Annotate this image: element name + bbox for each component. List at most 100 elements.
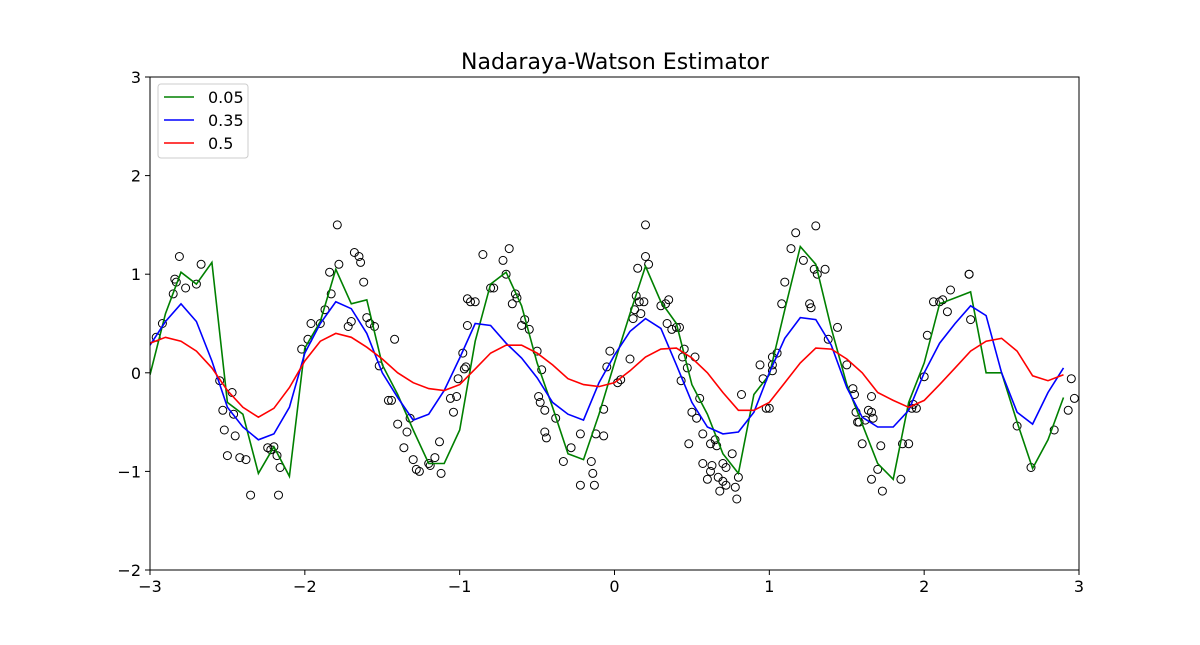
- data-point: [196, 259, 206, 269]
- data-point: [664, 295, 674, 305]
- x-tick-label: 0: [609, 577, 619, 596]
- data-point: [791, 228, 801, 238]
- data-point: [929, 297, 938, 307]
- data-point: [461, 362, 471, 372]
- data-point: [806, 303, 816, 313]
- data-point: [512, 293, 522, 303]
- data-point: [534, 392, 544, 401]
- data-point: [498, 255, 508, 265]
- data-point: [625, 354, 635, 364]
- data-point: [269, 442, 279, 452]
- data-point: [764, 403, 774, 413]
- data-point: [356, 257, 366, 267]
- data-point: [809, 264, 819, 274]
- data-point: [541, 433, 551, 443]
- data-point: [737, 390, 746, 399]
- data-point: [588, 468, 598, 478]
- data-point: [346, 317, 356, 326]
- data-point: [1063, 405, 1073, 415]
- data-point: [332, 220, 342, 230]
- data-point: [867, 407, 876, 417]
- data-point: [602, 362, 612, 372]
- data-point: [698, 429, 708, 439]
- data-point: [811, 221, 821, 231]
- data-point: [942, 307, 952, 317]
- x-tick-label: −2: [293, 577, 317, 596]
- data-point: [833, 322, 842, 332]
- legend[interactable]: 0.05 0.35 0.5: [157, 83, 249, 159]
- data-point: [435, 437, 444, 447]
- data-point: [867, 474, 876, 484]
- data-point: [695, 393, 705, 403]
- data-point: [390, 334, 400, 344]
- x-tick-label: −3: [138, 577, 162, 596]
- data-point: [798, 255, 808, 265]
- data-point: [599, 431, 609, 441]
- data-point: [246, 490, 256, 500]
- data-point: [639, 297, 649, 307]
- data-point: [402, 427, 412, 437]
- data-point: [535, 397, 545, 407]
- data-point: [605, 346, 615, 356]
- data-point: [343, 322, 353, 331]
- data-point: [399, 443, 409, 453]
- data-point: [702, 474, 712, 484]
- data-point: [354, 252, 364, 261]
- data-point: [430, 453, 440, 463]
- data-point: [707, 461, 717, 470]
- data-point: [877, 486, 887, 496]
- data-point: [692, 413, 702, 423]
- data-point: [641, 252, 650, 261]
- data-point: [842, 360, 852, 370]
- data-point: [820, 264, 830, 274]
- data-point: [896, 474, 906, 484]
- data-point: [218, 405, 228, 415]
- data-point: [868, 413, 878, 423]
- data-point: [675, 322, 684, 332]
- data-point: [449, 407, 458, 417]
- data-point: [712, 441, 722, 451]
- data-point: [436, 468, 446, 478]
- data-point: [393, 419, 403, 429]
- data-point: [662, 319, 672, 328]
- series-line-2: [150, 332, 1064, 419]
- data-point: [510, 289, 520, 299]
- data-point: [876, 441, 886, 451]
- data-point: [857, 439, 867, 449]
- chart-title: Nadaraya-Watson Estimator: [461, 50, 770, 75]
- data-point: [540, 427, 550, 437]
- data-point: [964, 269, 974, 279]
- data-point: [540, 405, 550, 415]
- data-point: [1066, 374, 1076, 384]
- legend-box: [157, 83, 249, 159]
- data-point: [241, 455, 251, 465]
- data-point: [458, 348, 468, 358]
- data-point: [644, 259, 654, 269]
- data-point: [501, 269, 511, 279]
- x-tick-label: −1: [448, 577, 472, 596]
- data-point: [274, 490, 283, 500]
- data-point: [445, 393, 455, 403]
- series-lines: [150, 244, 1065, 481]
- data-point: [1069, 393, 1079, 403]
- data-point: [575, 480, 585, 490]
- data-point: [684, 439, 694, 449]
- data-point: [326, 289, 336, 299]
- data-point: [1049, 425, 1059, 435]
- data-point: [715, 486, 725, 496]
- data-point: [721, 463, 731, 472]
- data-point: [946, 285, 955, 295]
- data-point: [867, 392, 876, 401]
- x-tick-label: 1: [764, 577, 774, 596]
- data-point: [780, 277, 790, 287]
- data-point: [721, 480, 731, 490]
- y-tick-label: −1: [117, 462, 141, 481]
- data-point: [687, 407, 697, 417]
- y-tick-label: 3: [131, 68, 141, 87]
- data-point: [755, 360, 765, 370]
- data-point: [181, 283, 191, 293]
- data-point: [365, 319, 375, 328]
- data-point: [452, 392, 462, 401]
- series-line-0: [150, 244, 1065, 481]
- data-point: [786, 244, 796, 254]
